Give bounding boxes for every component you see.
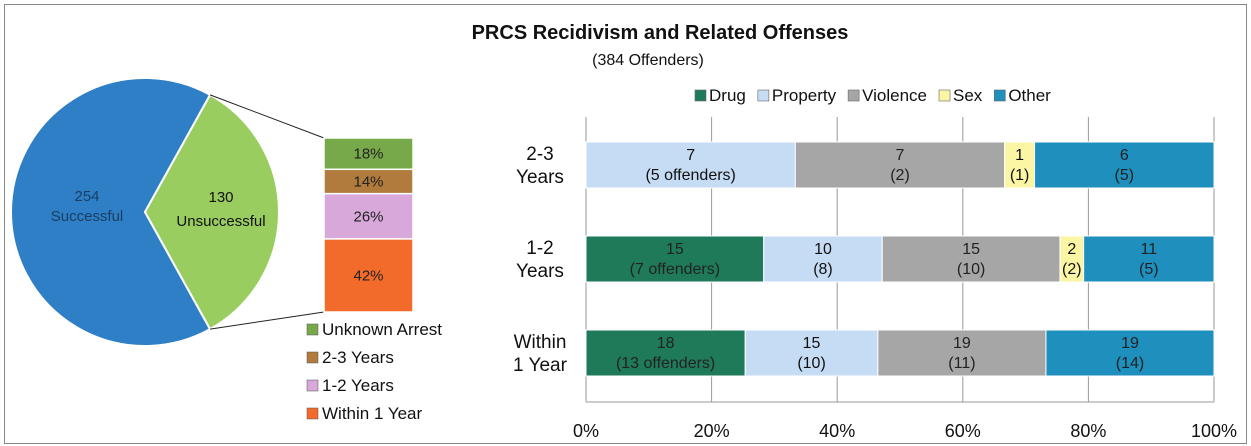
- legend-swatch-drug: [694, 89, 707, 102]
- bar-segment-count-label: (10): [957, 261, 985, 278]
- chart-title: PRCS Recidivism and Related Offenses: [472, 22, 849, 44]
- breakdown-segment: [323, 238, 414, 313]
- bar-segment-value-label: 1: [1015, 147, 1024, 164]
- category-label-line2: Years: [516, 167, 564, 188]
- bar-segment-other: [1034, 141, 1215, 189]
- bar-segment-count-label: (14): [1116, 355, 1144, 372]
- breakdown-legend-label: Within 1 Year: [322, 404, 423, 423]
- bar-segment-property: [744, 329, 879, 377]
- breakdown-segment-label: 26%: [353, 208, 383, 225]
- legend-label-violence: Violence: [862, 86, 927, 105]
- chart-subtitle: (384 Offenders): [592, 52, 704, 69]
- main-stacked-bars: 7 (5 offenders) 7 (2) 1 (1) 6 (5) 15 (7 offenders…: [585, 141, 1215, 377]
- bar-segment-count-label: (1): [1010, 167, 1030, 184]
- x-tick-label: 80%: [1070, 421, 1106, 441]
- legend-label-other: Other: [1008, 86, 1051, 105]
- bar-segment-value-label: 15: [962, 241, 980, 258]
- bar-segment-violence: [881, 235, 1061, 283]
- x-tick-label: 20%: [694, 421, 730, 441]
- legend-swatch-other: [994, 89, 1006, 102]
- breakdown-segment-label: 18%: [353, 146, 383, 163]
- breakdown-legend-swatch: [306, 407, 319, 420]
- breakdown-legend-label: Unknown Arrest: [322, 320, 442, 339]
- bar-segment-count-label: (5 offenders): [645, 167, 735, 184]
- pie-label-unsuccessful-name: Unsuccessful: [176, 213, 265, 230]
- breakdown-legend-swatch: [306, 323, 319, 336]
- legend-label-property: Property: [772, 86, 837, 105]
- x-tick-label: 40%: [819, 421, 855, 441]
- breakdown-segment: [323, 168, 414, 195]
- connector-line-bottom: [210, 311, 325, 330]
- x-tick-label: 100%: [1191, 421, 1237, 441]
- bar-segment-violence: [794, 141, 1006, 189]
- bar-segment-other: [1045, 329, 1215, 377]
- breakdown-segment-label: 14%: [353, 174, 383, 191]
- x-tick-label: 60%: [945, 421, 981, 441]
- bar-segment-drug: [585, 329, 746, 377]
- bar-segment-value-label: 6: [1120, 147, 1129, 164]
- x-tick-label: 0%: [573, 421, 599, 441]
- bar-segment-count-label: (13 offenders): [616, 355, 715, 372]
- connector-line-top: [209, 94, 325, 139]
- category-label-line1: 1-2: [526, 238, 553, 259]
- bar-segment-value-label: 10: [814, 241, 832, 258]
- bar-segment-drug: [585, 235, 765, 283]
- pie-label-successful-value: 254: [74, 188, 99, 205]
- main-x-tick-labels: 0% 20% 40% 60% 80% 100%: [573, 421, 1237, 441]
- legend-label-drug: Drug: [709, 86, 746, 105]
- bar-segment-value-label: 15: [666, 241, 684, 258]
- bar-segment-count-label: (2): [890, 167, 910, 184]
- bar-segment-count-label: (8): [813, 261, 833, 278]
- main-legend: Drug Property Violence Sex Other: [694, 86, 1051, 105]
- bar-segment-count-label: (5): [1115, 167, 1135, 184]
- chart-frame: PRCS Recidivism and Related Offenses (38…: [4, 4, 1247, 444]
- category-label-line2: 1 Year: [513, 355, 568, 376]
- bar-segment-value-label: 19: [953, 335, 971, 352]
- legend-label-sex: Sex: [953, 86, 983, 105]
- bar-segment-value-label: 7: [686, 147, 695, 164]
- category-label-line1: 2-3: [526, 144, 553, 165]
- breakdown-legend-swatch: [306, 351, 319, 364]
- bar-segment-property: [763, 235, 883, 283]
- bar-segment-value-label: 15: [803, 335, 821, 352]
- breakdown-legend-label: 2-3 Years: [322, 348, 394, 367]
- bar-segment-value-label: 7: [896, 147, 905, 164]
- category-label-line1: Within: [514, 332, 567, 353]
- legend-swatch-sex: [938, 89, 951, 102]
- pie-label-successful-name: Successful: [51, 208, 124, 225]
- breakdown-legend-label: 1-2 Years: [322, 376, 394, 395]
- bar-segment-count-label: (10): [797, 355, 825, 372]
- breakdown-legend-swatch: [306, 379, 319, 392]
- bar-segment-count-label: (7 offenders): [630, 261, 720, 278]
- legend-swatch-property: [757, 89, 770, 102]
- bar-segment-value-label: 11: [1141, 241, 1158, 258]
- pie-slice-successful: [10, 77, 212, 347]
- chart-canvas: PRCS Recidivism and Related Offenses (38…: [10, 22, 1237, 441]
- bar-segment-property: [585, 141, 796, 189]
- legend-swatch-violence: [847, 89, 860, 102]
- breakdown-segment-label: 42%: [353, 267, 383, 284]
- pie-to-bar-connector: [209, 94, 325, 330]
- bar-segment-violence: [877, 329, 1047, 377]
- bar-segment-count-label: (5): [1139, 261, 1159, 278]
- pie-slice-unsuccessful: [143, 93, 280, 331]
- bar-segment-other: [1083, 235, 1215, 283]
- bar-segment-sex: [1004, 141, 1036, 189]
- bar-segment-count-label: (11): [948, 355, 975, 372]
- bar-segment-value-label: 18: [657, 335, 675, 352]
- breakdown-segment: [323, 137, 414, 171]
- breakdown-legend: Unknown Arrest 2-3 Years 1-2 Years Within 1…: [306, 320, 442, 423]
- pie-chart: 254 Successful 130 Unsuccessful: [10, 77, 280, 347]
- pie-label-unsuccessful-value: 130: [208, 189, 233, 206]
- bar-segment-count-label: (2): [1062, 261, 1082, 278]
- unsuccessful-breakdown-bar: 18% 14% 26% 42%: [323, 137, 414, 313]
- category-label-line2: Years: [516, 261, 564, 282]
- bar-segment-value-label: 2: [1067, 241, 1076, 258]
- bar-segment-value-label: 19: [1121, 335, 1139, 352]
